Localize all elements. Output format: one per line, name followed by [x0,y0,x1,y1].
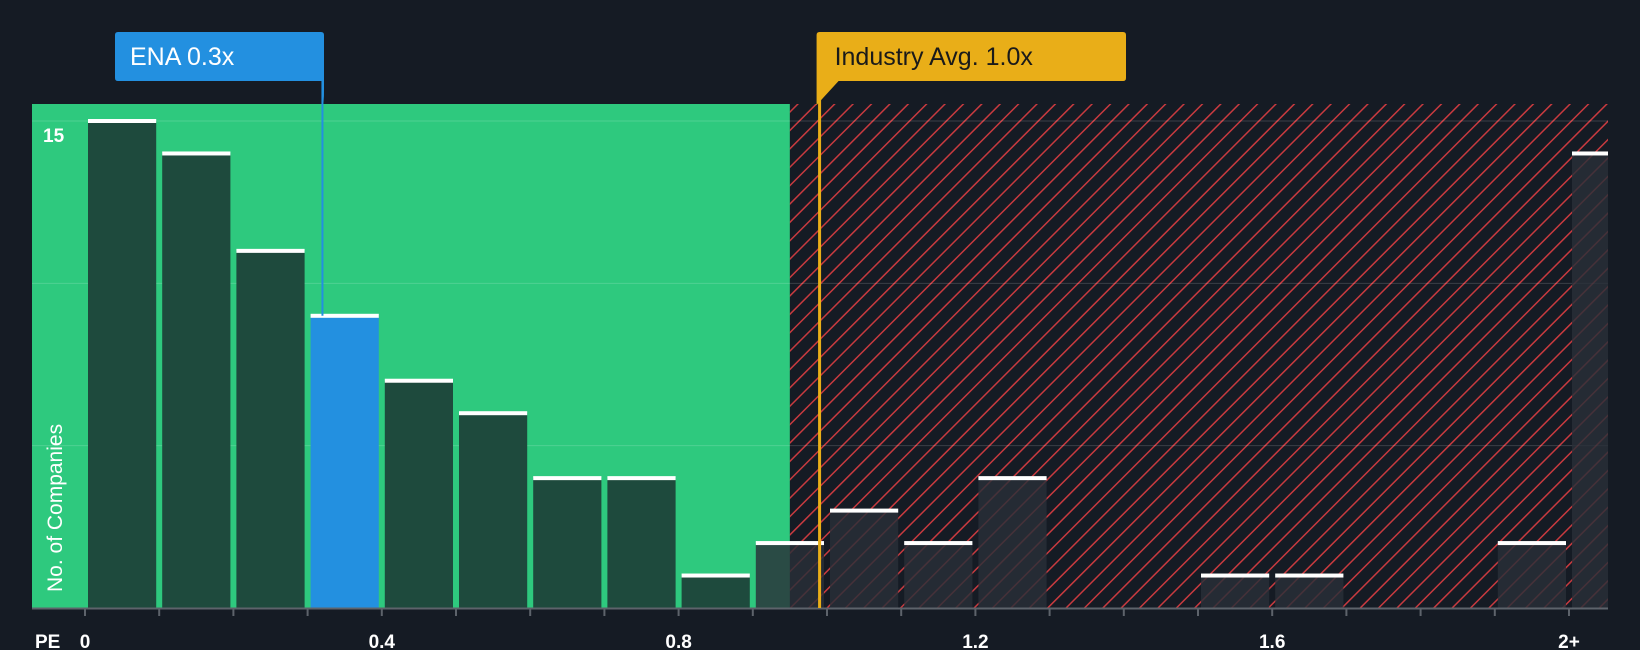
histogram-bar [533,478,602,608]
histogram-bar [1275,575,1344,608]
bar-cap [681,573,750,578]
x-tick-label: 0.8 [665,632,691,650]
bar-cap [310,313,379,318]
company-marker: ENA 0.3x [115,32,324,316]
x-tick-label: 1.6 [1259,632,1285,650]
histogram-bar [88,121,157,608]
y-tick-label: 15 [43,126,65,147]
histogram-bar [236,250,305,608]
bar-cap [162,151,231,156]
histogram-bar [1497,543,1566,608]
histogram-bar [310,315,379,608]
industry-marker: Industry Avg. 1.0x [816,32,1126,608]
overvalued-zone [789,104,1608,608]
x-axis: 0 0.4 0.8 1.2 1.6 2+ [32,607,1608,650]
bar-cap [384,378,453,383]
histogram-bar [681,575,750,608]
x-axis-label: PE [35,632,60,650]
bar-cap [830,508,899,513]
company-callout-label: ENA 0.3x [130,43,235,71]
y-axis-label: No. of Companies [44,424,67,592]
bar-cap [755,541,824,546]
bar-cap [607,476,676,481]
bar-cap [1275,573,1344,578]
bar-cap [1497,541,1566,546]
bar-cap [904,541,973,546]
x-tick-label: 0 [80,632,91,650]
histogram-bar [607,478,676,608]
histogram-bar [904,543,973,608]
bar-cap [88,119,157,123]
histogram-bar [830,510,899,608]
company-callout-box [115,32,324,103]
histogram-bar [1201,575,1270,608]
histogram-bar [459,413,528,608]
bar-cap [459,411,528,416]
bar-cap [533,476,602,481]
bar-cap [1572,151,1608,156]
bar-cap [236,248,305,253]
histogram-bar [384,380,453,608]
bars [88,119,1608,608]
histogram-bar [1572,153,1608,608]
industry-callout-box [816,32,1126,105]
x-tick-label: 1.2 [962,632,988,650]
histogram-bar [978,478,1047,608]
histogram-bar [162,153,231,608]
histogram-bar [755,543,824,608]
industry-callout-label: Industry Avg. 1.0x [835,43,1034,71]
x-tick-label: 0.4 [369,632,396,650]
x-tick-label: 2+ [1558,632,1580,650]
bar-cap [978,476,1047,481]
bar-cap [1201,573,1270,578]
